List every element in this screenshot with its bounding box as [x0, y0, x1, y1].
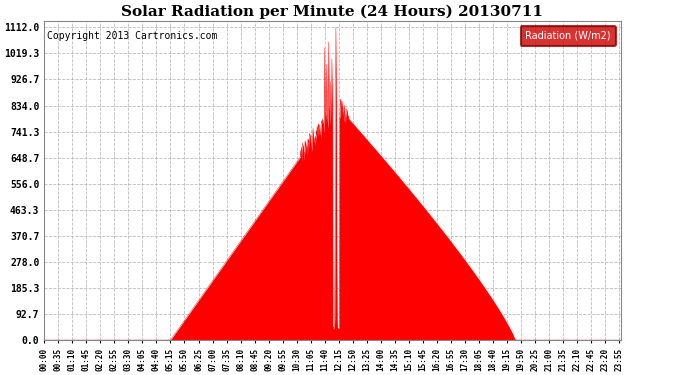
Text: Copyright 2013 Cartronics.com: Copyright 2013 Cartronics.com	[47, 31, 217, 40]
Title: Solar Radiation per Minute (24 Hours) 20130711: Solar Radiation per Minute (24 Hours) 20…	[121, 4, 544, 18]
Legend: Radiation (W/m2): Radiation (W/m2)	[520, 26, 616, 46]
